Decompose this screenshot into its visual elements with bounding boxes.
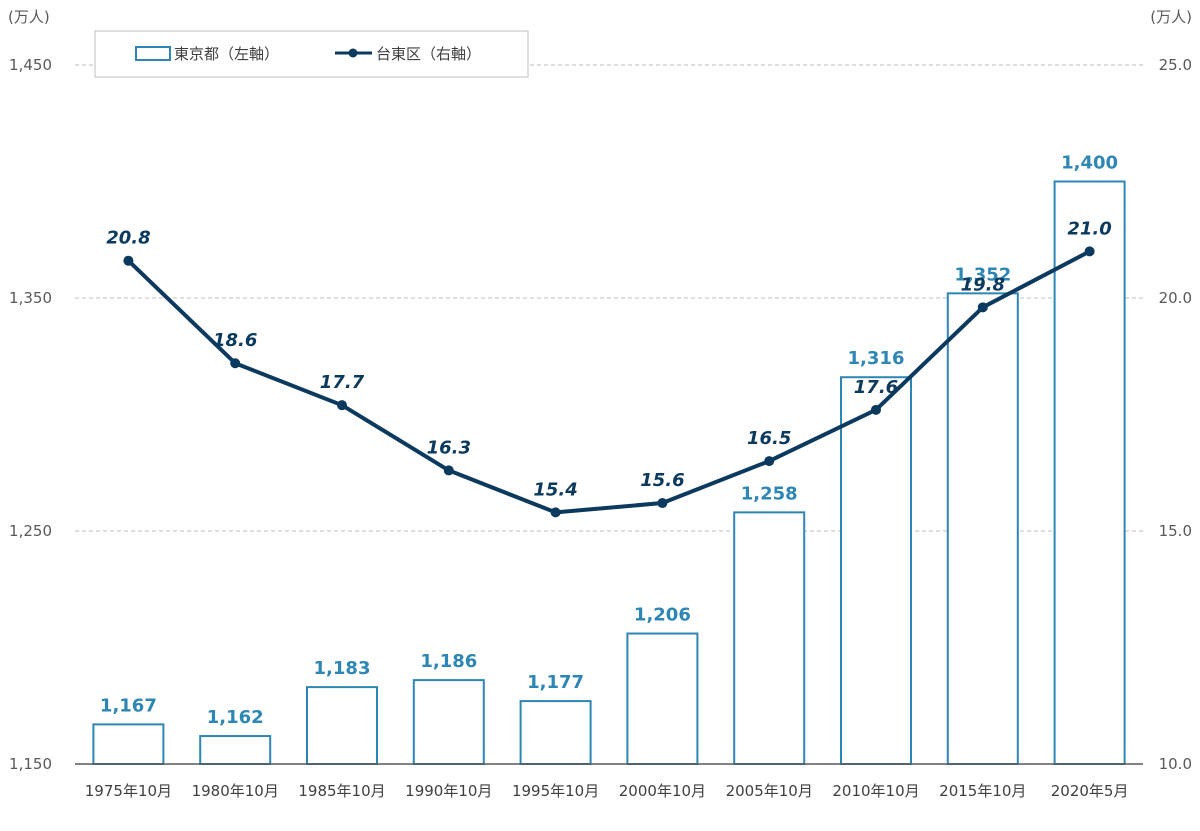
line-value-label: 19.8	[961, 274, 1005, 295]
x-tick-label: 1975年10月	[85, 782, 172, 800]
left-axis-unit: (万人)	[8, 8, 50, 26]
bar	[1053, 180, 1126, 765]
bar-series: 1,167 1,162 1,183 1,186 1,177 1,206 1,258 1,316…	[92, 153, 1126, 766]
line-value-label: 16.5	[747, 428, 791, 449]
bar-value-label: 1,258	[741, 483, 798, 504]
bar	[733, 511, 806, 765]
line-value-label: 16.3	[427, 437, 471, 458]
right-tick-label: 20.0	[1159, 289, 1192, 307]
legend-line-label: 台東区（右軸）	[376, 45, 481, 63]
line-value-label: 17.7	[320, 372, 365, 393]
x-tick-label: 2005年10月	[726, 782, 813, 800]
bar-value-label: 1,167	[100, 695, 157, 716]
legend: 東京都（左軸） 台東区（右軸）	[94, 30, 529, 78]
line-point	[443, 465, 454, 476]
line-value-label: 18.6	[213, 330, 257, 351]
bar	[199, 735, 272, 765]
bar	[92, 723, 165, 766]
bar-value-label: 1,316	[848, 348, 905, 369]
x-tick-label: 1995年10月	[512, 782, 599, 800]
x-tick-label: 2000年10月	[619, 782, 706, 800]
left-tick-label: 1,450	[9, 56, 52, 74]
line-point	[764, 456, 775, 467]
bar-value-label: 1,183	[314, 658, 371, 679]
right-axis-unit: (万人)	[1150, 8, 1192, 26]
line-point	[230, 358, 241, 369]
line-value-label: 15.6	[640, 470, 684, 491]
right-tick-label: 10.0	[1159, 755, 1192, 773]
line-value-label: 20.8	[106, 228, 150, 249]
line-point	[550, 507, 561, 518]
line-value-label: 15.4	[533, 479, 577, 500]
bar-value-label: 1,162	[207, 707, 264, 728]
left-tick-label: 1,350	[9, 289, 52, 307]
line-value-label: 17.6	[854, 377, 898, 398]
bar-value-label: 1,177	[527, 672, 584, 693]
line-point	[871, 404, 881, 415]
bar-value-label: 1,400	[1061, 153, 1118, 174]
x-tick-label: 2015年10月	[939, 782, 1026, 800]
bar-value-label: 1,186	[420, 651, 477, 672]
bar-value-label: 1,352	[954, 264, 1011, 285]
x-tick-label: 1985年10月	[298, 782, 385, 800]
bar	[626, 632, 699, 766]
line-series: 20.8 18.6 17.7 16.3 15.4 15.6 16.5 17.6 19.8 21.0	[106, 218, 1112, 518]
legend-line-marker	[348, 48, 358, 58]
bar	[946, 292, 1019, 765]
x-tick-label: 2020年5月	[1051, 782, 1129, 800]
legend-bar-label: 東京都（左軸）	[174, 45, 279, 63]
line-point	[1084, 246, 1095, 257]
bar	[306, 686, 378, 765]
line-value-label: 21.0	[1067, 218, 1111, 239]
right-tick-label: 25.0	[1159, 56, 1192, 74]
left-tick-label: 1,150	[9, 755, 52, 773]
left-tick-label: 1,250	[9, 522, 52, 540]
line-path	[127, 249, 1091, 515]
line-point	[337, 400, 347, 411]
line-point	[977, 302, 988, 313]
right-tick-label: 15.0	[1159, 522, 1192, 540]
legend-bar-swatch	[135, 46, 171, 61]
bar	[519, 700, 592, 766]
x-tick-label: 2010年10月	[832, 782, 919, 800]
x-tick-label: 1990年10月	[405, 782, 492, 800]
line-point	[657, 498, 668, 509]
line-point	[123, 255, 134, 266]
bar	[840, 376, 912, 765]
axes: 1,150 1,250 1,350 1,450 10.0 15.0 20.0 25.0 1975…	[9, 56, 1192, 800]
x-tick-label: 1980年10月	[192, 782, 279, 800]
bar	[412, 679, 485, 765]
bar-value-label: 1,206	[634, 605, 691, 626]
